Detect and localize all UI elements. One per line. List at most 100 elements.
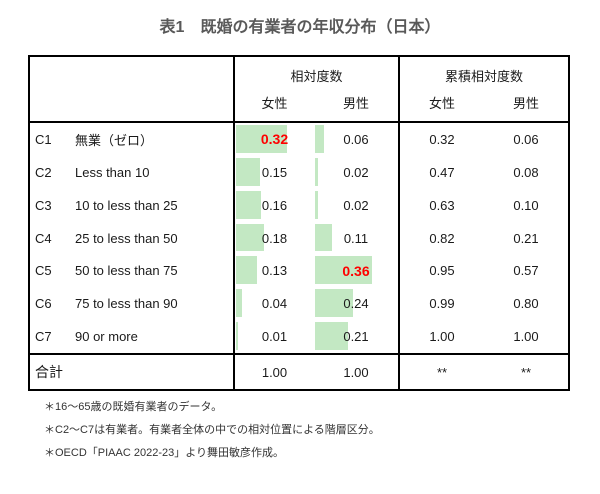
total-row: 合計 1.00 1.00 ** ** <box>30 353 568 389</box>
row-code: C2 <box>35 164 52 180</box>
table-row: C2 Less than 10 0.15 0.02 0.47 0.08 <box>30 155 568 189</box>
cumulative-frequency-cells: 0.32 0.06 <box>400 123 568 156</box>
cell-value: 0.02 <box>343 197 369 213</box>
row-label-cell: C7 90 or more <box>30 320 235 354</box>
row-label-cell: C4 25 to less than 50 <box>30 221 235 255</box>
data-bar <box>236 256 257 285</box>
relative-frequency-cells: 0.04 0.24 <box>235 287 400 321</box>
data-bar <box>315 256 372 285</box>
subheader-male: 男性 <box>512 96 539 112</box>
table-row: C4 25 to less than 50 0.18 0.11 0.82 0.21 <box>30 221 568 255</box>
subheader-row: 女性 男性 <box>400 93 568 112</box>
cell-value: 0.21 <box>343 329 369 345</box>
relative-frequency-cells: 0.32 0.06 <box>235 123 400 156</box>
rel-female-cell: 0.16 <box>235 189 314 222</box>
subheader-female: 女性 <box>261 96 288 112</box>
cum-female-cell: 0.95 <box>429 263 455 279</box>
data-bar <box>315 190 318 219</box>
rel-female-cell: 0.18 <box>235 222 314 255</box>
row-code: C7 <box>35 329 52 345</box>
total-cum-male: ** <box>520 364 532 380</box>
row-category: 10 to less than 25 <box>75 197 178 213</box>
data-bar <box>315 157 318 186</box>
relative-frequency-cells: 0.18 0.11 <box>235 221 400 255</box>
data-bar <box>315 223 332 252</box>
total-cumulative-cells: ** ** <box>400 355 568 389</box>
cumulative-frequency-cells: 0.99 0.80 <box>400 287 568 320</box>
total-rel-male: 1.00 <box>343 364 369 380</box>
rel-female-cell: 0.15 <box>235 156 314 189</box>
subheader-row: 女性 男性 <box>235 93 398 112</box>
cumulative-frequency-cells: 0.82 0.21 <box>400 222 568 255</box>
rel-male-cell: 0.21 <box>314 320 398 353</box>
rel-female-cell: 0.04 <box>235 287 314 320</box>
data-bar <box>236 223 264 252</box>
row-label-cell: C5 50 to less than 75 <box>30 254 235 288</box>
total-label: 合計 <box>30 355 235 389</box>
cell-value: 0.24 <box>343 296 369 312</box>
footnote: ＊16～65歳の既婚有業者のデータ。 <box>44 401 223 413</box>
rel-male-cell: 0.06 <box>314 123 398 156</box>
rel-male-cell: 0.11 <box>314 222 398 255</box>
row-label-cell: C2 Less than 10 <box>30 155 235 189</box>
row-code: C4 <box>35 230 52 246</box>
table-row: C3 10 to less than 25 0.16 0.02 0.63 0.10 <box>30 188 568 222</box>
cumulative-frequency-cells: 0.63 0.10 <box>400 189 568 222</box>
data-bar <box>236 125 287 153</box>
cum-male-cell: 0.21 <box>513 230 539 246</box>
cell-value: 0.11 <box>343 230 369 246</box>
cum-female-cell: 0.63 <box>429 197 455 213</box>
rel-male-cell: 0.02 <box>314 189 398 222</box>
data-bar <box>236 322 238 351</box>
subheader-female: 女性 <box>428 96 455 112</box>
table-body: C1 無業（ゼロ） 0.32 0.06 0.32 0.06 C2 Less than 10 0.… <box>30 123 568 354</box>
data-bar <box>236 157 260 186</box>
row-category: 50 to less than 75 <box>75 263 178 279</box>
cum-male-cell: 0.10 <box>513 197 539 213</box>
table-row: C1 無業（ゼロ） 0.32 0.06 0.32 0.06 <box>30 123 568 156</box>
row-code: C6 <box>35 296 52 312</box>
cell-value: 0.04 <box>261 296 288 312</box>
data-bar <box>236 289 242 318</box>
cell-value: 0.18 <box>261 230 288 246</box>
group-label: 相対度数 <box>290 68 343 84</box>
rel-male-cell: 0.36 <box>314 254 398 287</box>
row-category: 75 to less than 90 <box>75 296 178 312</box>
footnotes: ＊16～65歳の既婚有業者のデータ。 ＊C2～C7は有業者。有業者全体の中での相対… <box>44 396 380 465</box>
rel-female-cell: 0.32 <box>235 123 314 156</box>
row-label-cell: C6 75 to less than 90 <box>30 287 235 321</box>
cumulative-frequency-cells: 0.47 0.08 <box>400 156 568 189</box>
total-rel-female: 1.00 <box>261 364 288 380</box>
cum-male-cell: 0.57 <box>513 263 539 279</box>
total-cum-female: ** <box>436 364 448 380</box>
table-title: 表1 既婚の有業者の年収分布（日本） <box>159 19 441 36</box>
table-row: C7 90 or more 0.01 0.21 1.00 1.00 <box>30 320 568 354</box>
relative-frequency-cells: 0.15 0.02 <box>235 155 400 189</box>
cell-value: 0.13 <box>261 263 288 279</box>
row-label-cell: C1 無業（ゼロ） <box>30 123 235 156</box>
cum-male-cell: 0.08 <box>513 164 539 180</box>
data-bar <box>315 322 348 351</box>
footnote: ＊OECD「PIAAC 2022-23」より舞田敏彦作成。 <box>44 447 284 459</box>
header-group-cumulative-frequency: 累積相対度数 女性 男性 <box>400 57 568 121</box>
relative-frequency-cells: 0.16 0.02 <box>235 188 400 222</box>
cell-value: 0.16 <box>261 197 288 213</box>
rel-female-cell: 0.01 <box>235 320 314 353</box>
cell-value: 0.36 <box>342 262 370 279</box>
total-relative-cells: 1.00 1.00 <box>235 355 400 389</box>
header-group-relative-frequency: 相対度数 女性 男性 <box>235 57 400 121</box>
cell-value: 0.15 <box>261 164 288 180</box>
rel-male-cell: 0.02 <box>314 156 398 189</box>
rel-female-cell: 0.13 <box>235 254 314 287</box>
cum-female-cell: 0.82 <box>429 230 455 246</box>
row-category: 無業（ゼロ） <box>75 132 154 148</box>
row-category: Less than 10 <box>75 164 150 180</box>
cell-value: 0.01 <box>261 329 288 345</box>
cum-female-cell: 0.99 <box>429 296 455 312</box>
relative-frequency-cells: 0.01 0.21 <box>235 320 400 354</box>
cum-male-cell: 0.06 <box>513 131 539 147</box>
row-code: C1 <box>35 131 52 147</box>
cum-female-cell: 0.47 <box>429 164 455 180</box>
group-label: 累積相対度数 <box>444 68 523 84</box>
cell-value: 0.32 <box>260 131 289 148</box>
